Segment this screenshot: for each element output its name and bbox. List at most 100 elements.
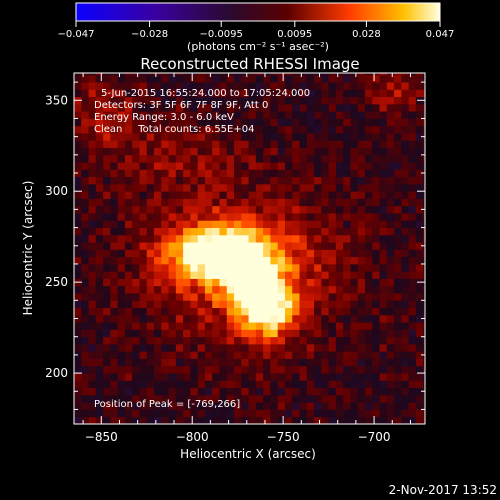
heatmap-cell <box>248 169 257 178</box>
heatmap-cell <box>423 140 425 148</box>
heatmap-cell <box>183 314 191 323</box>
heatmap-cell <box>314 118 322 127</box>
heatmap-cell <box>81 314 89 323</box>
heatmap-cell <box>175 242 184 250</box>
heatmap-cell <box>226 263 235 272</box>
heatmap-cell <box>386 74 395 83</box>
heatmap-cell <box>212 183 220 192</box>
heatmap-cell <box>88 220 97 228</box>
heatmap-cell <box>423 111 425 119</box>
heatmap-cell <box>423 183 425 192</box>
heatmap-cell <box>306 154 315 163</box>
heatmap-cell <box>263 416 271 424</box>
heatmap-cell <box>190 133 199 141</box>
colorbar-tick-label: −0.047 <box>57 29 94 40</box>
heatmap-cell <box>263 329 271 338</box>
heatmap-cell <box>350 89 359 98</box>
heatmap-cell <box>234 198 242 207</box>
heatmap-cell <box>292 271 300 279</box>
heatmap-cell <box>423 394 425 403</box>
heatmap-cell <box>263 227 271 236</box>
heatmap-cell <box>81 271 89 279</box>
heatmap-cell <box>154 183 162 192</box>
heatmap-cell <box>284 133 293 141</box>
heatmap-cell <box>408 147 417 156</box>
heatmap-cell <box>284 380 293 389</box>
heatmap-cell <box>175 373 184 381</box>
heatmap-cell <box>212 111 220 119</box>
heatmap-cell <box>292 358 300 367</box>
heatmap-cell <box>117 154 126 163</box>
heatmap-cell <box>386 402 395 410</box>
heatmap-cell <box>350 205 359 214</box>
heatmap-cell <box>146 89 155 98</box>
heatmap-cell <box>415 125 424 134</box>
heatmap-cell <box>357 380 366 389</box>
heatmap-cell <box>132 322 140 330</box>
heatmap-cell <box>386 103 395 112</box>
heatmap-cell <box>394 416 402 424</box>
heatmap-cell <box>415 373 424 381</box>
heatmap-cell <box>161 343 169 352</box>
heatmap-cell <box>234 227 242 236</box>
heatmap-cell <box>168 293 177 301</box>
heatmap-cell <box>226 256 235 265</box>
heatmap-cell <box>270 111 279 119</box>
heatmap-cell <box>255 380 264 389</box>
heatmap-cell <box>394 409 402 418</box>
heatmap-cell <box>364 336 373 345</box>
heatmap-cell <box>372 351 380 359</box>
heatmap-cell <box>357 394 366 403</box>
heatmap-cell <box>139 227 148 236</box>
heatmap-cell <box>292 365 300 374</box>
heatmap-cell <box>88 351 97 359</box>
heatmap-cell <box>423 285 425 294</box>
heatmap-cell <box>386 183 395 192</box>
heatmap-cell <box>335 111 344 119</box>
heatmap-cell <box>190 256 199 265</box>
heatmap-cell <box>124 213 133 221</box>
heatmap-cell <box>219 351 228 359</box>
heatmap-cell <box>350 322 359 330</box>
heatmap-cell <box>284 402 293 410</box>
heatmap-cell <box>226 249 235 258</box>
heatmap-cell <box>219 343 228 352</box>
heatmap-cell <box>386 416 395 424</box>
heatmap-cell <box>154 358 162 367</box>
heatmap-cell <box>255 118 264 127</box>
heatmap-cell <box>95 191 104 199</box>
heatmap-cell <box>139 285 148 294</box>
heatmap-cell <box>415 293 424 301</box>
heatmap-cell <box>350 133 359 141</box>
heatmap-cell <box>212 176 220 185</box>
heatmap-cell <box>277 358 286 367</box>
heatmap-cell <box>81 205 89 214</box>
heatmap-cell <box>277 380 286 389</box>
heatmap-cell <box>88 96 97 105</box>
heatmap-cell <box>175 256 184 265</box>
heatmap-cell <box>321 183 330 192</box>
heatmap-cell <box>81 409 89 418</box>
heatmap-cell <box>394 329 402 338</box>
heatmap-cell <box>146 242 155 250</box>
heatmap-cell <box>161 205 169 214</box>
heatmap-cell <box>372 329 380 338</box>
heatmap-cell <box>124 402 133 410</box>
heatmap-cell <box>132 191 140 199</box>
heatmap-cell <box>241 154 249 163</box>
heatmap-cell <box>284 154 293 163</box>
heatmap-cell <box>299 169 308 178</box>
heatmap-cell <box>343 242 351 250</box>
heatmap-cell <box>255 220 264 228</box>
heatmap-cell <box>103 307 111 316</box>
heatmap-cell <box>132 402 140 410</box>
heatmap-cell <box>263 220 271 228</box>
heatmap-cell <box>234 365 242 374</box>
heatmap-cell <box>255 394 264 403</box>
heatmap-cell <box>183 73 191 76</box>
heatmap-cell <box>226 293 235 301</box>
heatmap-cell <box>328 387 337 396</box>
heatmap-cell <box>74 300 82 308</box>
heatmap-cell <box>299 213 308 221</box>
